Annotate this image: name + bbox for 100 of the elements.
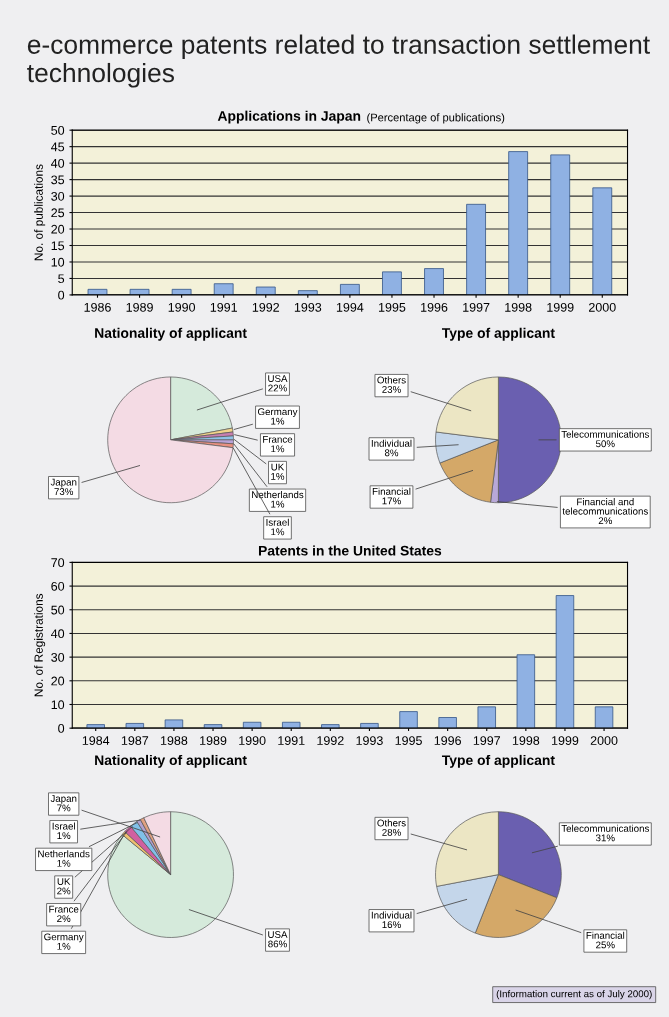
x-tick-label: 1991 [278, 736, 305, 745]
y-tick-label: 60 [51, 581, 65, 591]
x-tick-label: 1991 [210, 302, 237, 312]
x-tick-label: 1998 [505, 302, 532, 312]
bar [477, 706, 496, 729]
slice-label: Financial and telecommunications [562, 498, 648, 515]
bar [555, 595, 575, 729]
y-tick-label: 20 [51, 224, 65, 234]
y-tick-label: 70 [51, 558, 65, 568]
x-tick-label: 2000 [590, 736, 618, 745]
chart-title: Applications in Japan [217, 110, 361, 124]
slice-label: Financial [586, 931, 625, 939]
x-tick-label: 1999 [547, 302, 574, 312]
slice-label: Germany [258, 408, 298, 418]
y-axis-title: No. of Registrations [34, 593, 46, 697]
slice-label: Others [377, 819, 406, 827]
y-tick-label: 40 [51, 158, 65, 168]
bar [213, 283, 234, 295]
x-tick-label: 1995 [395, 736, 422, 745]
x-tick-label: 1992 [252, 302, 280, 312]
data-label: 1% [57, 859, 71, 867]
bar [255, 286, 276, 295]
x-tick-label: 1984 [82, 736, 110, 745]
bar [164, 719, 184, 729]
chart-subtitle: (Percentage of publications) [367, 113, 505, 124]
y-tick-label: 35 [51, 175, 65, 185]
x-tick-label: 1986 [84, 302, 111, 312]
y-tick-label: 10 [51, 257, 65, 267]
chart-title: Type of applicant [441, 754, 555, 768]
x-tick-label: 1993 [356, 736, 383, 745]
x-tick-label: 1996 [434, 736, 461, 745]
data-label: 1% [271, 528, 285, 536]
y-tick-label: 45 [51, 142, 65, 152]
slice-label: Japan [50, 795, 77, 804]
x-tick-label: 1988 [160, 736, 188, 745]
slice-label: Israel [266, 518, 289, 526]
y-tick-label: 0 [58, 290, 65, 300]
x-tick-label: 1990 [168, 302, 196, 312]
bar [594, 706, 614, 729]
data-label: 2% [57, 887, 71, 895]
slice-label: Israel [52, 822, 75, 830]
y-tick-label: 30 [51, 191, 65, 201]
x-tick-label: 1998 [512, 736, 540, 745]
bar [340, 283, 360, 295]
x-tick-label: 1995 [379, 302, 406, 312]
bar [203, 724, 223, 729]
data-label: 1% [57, 832, 71, 839]
x-tick-label: 1992 [317, 736, 344, 745]
chart-title: Nationality of applicant [95, 754, 247, 768]
data-label: 7% [57, 804, 71, 812]
bar [550, 154, 571, 295]
slice-label: Telecommunications [561, 824, 649, 832]
x-tick-label: 1996 [421, 302, 448, 312]
bar [438, 717, 457, 729]
y-tick-label: 50 [51, 605, 65, 615]
bar [466, 203, 486, 295]
data-label: 23% [382, 386, 401, 393]
bar [516, 654, 536, 729]
y-tick-label: 15 [51, 241, 65, 251]
slice-label: UK [271, 463, 285, 471]
y-tick-label: 50 [51, 125, 65, 135]
x-tick-label: 2000 [589, 302, 616, 312]
bar [508, 151, 529, 295]
chart-title: Type of applicant [441, 327, 555, 341]
slice-label: USA [268, 931, 288, 938]
slice-label: Telecommunications [561, 430, 649, 438]
pie-slice [107, 811, 234, 938]
slice-label: USA [268, 375, 288, 383]
chart-title: Patents in the United States [258, 545, 442, 556]
slice-label: Individual [371, 911, 412, 919]
data-label: 25% [596, 941, 615, 949]
x-tick-label: 1987 [121, 736, 149, 745]
bar [360, 723, 379, 729]
data-label: 73% [54, 488, 74, 495]
data-label: 2% [598, 517, 612, 525]
bar [242, 721, 262, 729]
y-tick-label: 10 [51, 700, 65, 710]
data-label: 22% [268, 384, 287, 392]
x-tick-label: 1997 [473, 736, 501, 745]
data-label: 16% [382, 921, 401, 929]
bar [321, 724, 340, 729]
slice-label: Others [377, 376, 406, 384]
data-label: 1% [271, 473, 285, 480]
data-label: 1% [57, 942, 71, 950]
data-label: 50% [595, 440, 615, 448]
x-tick-label: 1989 [126, 302, 153, 312]
text: (Information current as of July 2000) [496, 990, 652, 1000]
y-tick-label: 0 [58, 723, 65, 733]
y-tick-label: 5 [58, 274, 65, 284]
slice-label: Germany [44, 933, 84, 943]
data-label: 1% [271, 445, 285, 453]
slice-label: France [263, 436, 293, 443]
slice-label: Individual [371, 439, 412, 447]
y-tick-label: 40 [51, 629, 65, 639]
slice-label: Japan [50, 478, 77, 488]
bar [592, 187, 613, 295]
y-tick-label: 20 [51, 676, 65, 686]
slice-label: Financial [372, 487, 411, 495]
data-label: 31% [595, 834, 615, 842]
bar [125, 723, 145, 729]
